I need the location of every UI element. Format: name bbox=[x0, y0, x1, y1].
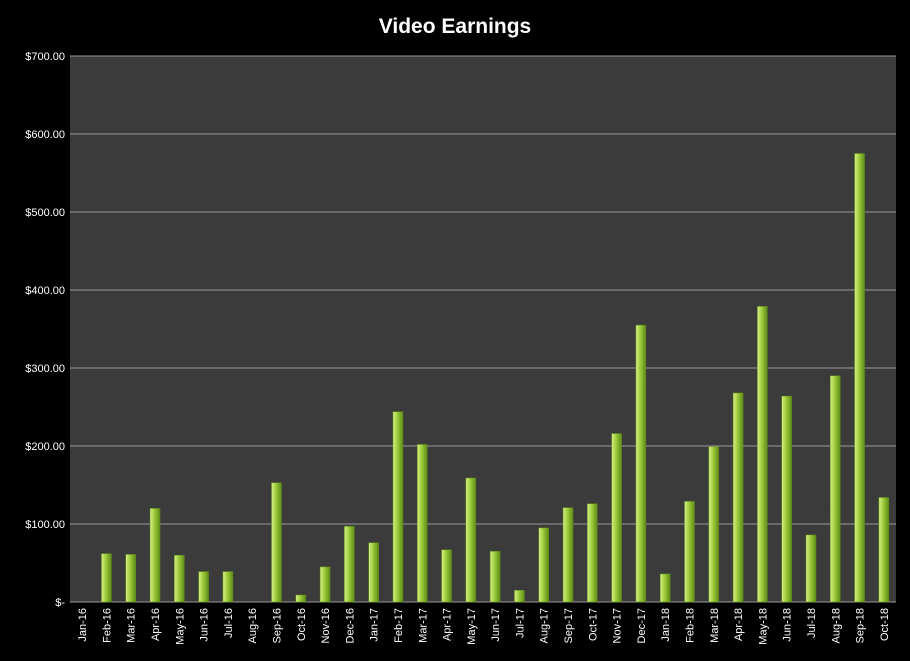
bar-may-17 bbox=[465, 477, 477, 603]
plot-area bbox=[70, 56, 896, 602]
x-tick-label: Sep-16 bbox=[272, 608, 284, 643]
bar-mar-17 bbox=[417, 444, 428, 603]
y-tick-label: $400.00 bbox=[25, 285, 65, 297]
bar-apr-16 bbox=[149, 508, 161, 603]
bar-aug-18 bbox=[830, 375, 841, 603]
bar-oct-17 bbox=[587, 503, 598, 603]
y-tick-label: $300.00 bbox=[25, 363, 65, 375]
bar-apr-18 bbox=[732, 392, 744, 603]
x-tick-label: Mar-16 bbox=[126, 608, 138, 643]
x-tick-label: Aug-18 bbox=[830, 608, 842, 643]
x-tick-label: Feb-18 bbox=[685, 608, 697, 643]
bar-nov-16 bbox=[319, 566, 331, 603]
x-tick-label: Apr-18 bbox=[733, 608, 745, 641]
x-tick-label: Mar-17 bbox=[417, 608, 429, 643]
x-tick-label: Jul-16 bbox=[223, 608, 235, 638]
x-tick-label: Apr-16 bbox=[150, 608, 162, 641]
bar-mar-16 bbox=[125, 554, 136, 603]
x-tick-label: May-18 bbox=[757, 608, 769, 645]
x-tick-label: Jun-16 bbox=[199, 608, 211, 642]
y-tick-label: $100.00 bbox=[25, 519, 65, 531]
y-axis-tick-labels: $- $100.00 $200.00 $300.00 $400.00 $500.00 $60… bbox=[25, 51, 65, 609]
x-tick-label: Jan-18 bbox=[660, 608, 672, 642]
x-tick-label: Oct-17 bbox=[587, 608, 599, 641]
x-tick-label: Jul-17 bbox=[514, 608, 526, 638]
bar-aug-17 bbox=[538, 527, 549, 603]
bar-feb-16 bbox=[101, 553, 112, 603]
bar-jun-18 bbox=[781, 395, 792, 603]
bar-jul-16 bbox=[222, 571, 234, 603]
y-tick-label: $600.00 bbox=[25, 129, 65, 141]
x-axis-tick-labels: Jan-16 Feb-16 Mar-16 Apr-16 May-16 Jun-16 Jul-… bbox=[77, 608, 891, 645]
bar-jan-18 bbox=[659, 573, 671, 603]
x-tick-label: Feb-17 bbox=[393, 608, 405, 643]
bar-oct-16 bbox=[295, 594, 307, 603]
bar-may-16 bbox=[174, 554, 185, 603]
x-tick-label: Aug-17 bbox=[539, 608, 551, 643]
y-tick-label: $- bbox=[55, 597, 65, 609]
x-tick-label: Oct-16 bbox=[296, 608, 308, 641]
grid-lines bbox=[70, 55, 896, 603]
x-tick-label: Sep-18 bbox=[855, 608, 867, 643]
x-tick-label: Jun-18 bbox=[782, 608, 794, 642]
bar-sep-16 bbox=[271, 482, 282, 603]
chart-title: Video Earnings bbox=[379, 15, 532, 38]
bar-feb-18 bbox=[684, 501, 695, 603]
bar-mar-18 bbox=[708, 446, 720, 603]
bar-nov-17 bbox=[611, 433, 622, 603]
x-tick-label: Jan-16 bbox=[77, 608, 89, 642]
bar-dec-17 bbox=[635, 324, 647, 603]
x-tick-label: Apr-17 bbox=[442, 608, 454, 641]
bar-jun-17 bbox=[489, 551, 501, 603]
bar-jul-17 bbox=[514, 590, 525, 603]
x-tick-label: Sep-17 bbox=[563, 608, 575, 643]
bar-may-18 bbox=[757, 306, 768, 603]
x-tick-label: Jul-18 bbox=[806, 608, 818, 638]
y-tick-label: $700.00 bbox=[25, 51, 65, 63]
bar-jun-16 bbox=[198, 571, 209, 603]
x-tick-label: May-16 bbox=[174, 608, 186, 645]
x-tick-label: Jan-17 bbox=[369, 608, 381, 642]
x-tick-label: May-17 bbox=[466, 608, 478, 645]
x-tick-label: Nov-16 bbox=[320, 608, 332, 643]
bar-jul-18 bbox=[805, 534, 817, 603]
x-tick-label: Aug-16 bbox=[247, 608, 259, 643]
x-tick-label: Feb-16 bbox=[101, 608, 113, 643]
y-tick-label: $200.00 bbox=[25, 441, 65, 453]
y-tick-label: $500.00 bbox=[25, 207, 65, 219]
bar-dec-16 bbox=[344, 526, 355, 603]
bar-apr-17 bbox=[441, 549, 452, 603]
x-tick-label: Mar-18 bbox=[709, 608, 721, 643]
x-tick-label: Oct-18 bbox=[879, 608, 891, 641]
bar-feb-17 bbox=[392, 411, 404, 603]
x-tick-label: Dec-17 bbox=[636, 608, 648, 643]
bar-jan-17 bbox=[368, 542, 379, 603]
bar-sep-18 bbox=[854, 153, 865, 603]
x-tick-label: Dec-16 bbox=[344, 608, 356, 643]
x-tick-label: Jun-17 bbox=[490, 608, 502, 642]
bars bbox=[101, 153, 890, 603]
x-tick-label: Nov-17 bbox=[612, 608, 624, 643]
bar-sep-17 bbox=[562, 507, 574, 603]
bar-oct-18 bbox=[878, 497, 890, 603]
